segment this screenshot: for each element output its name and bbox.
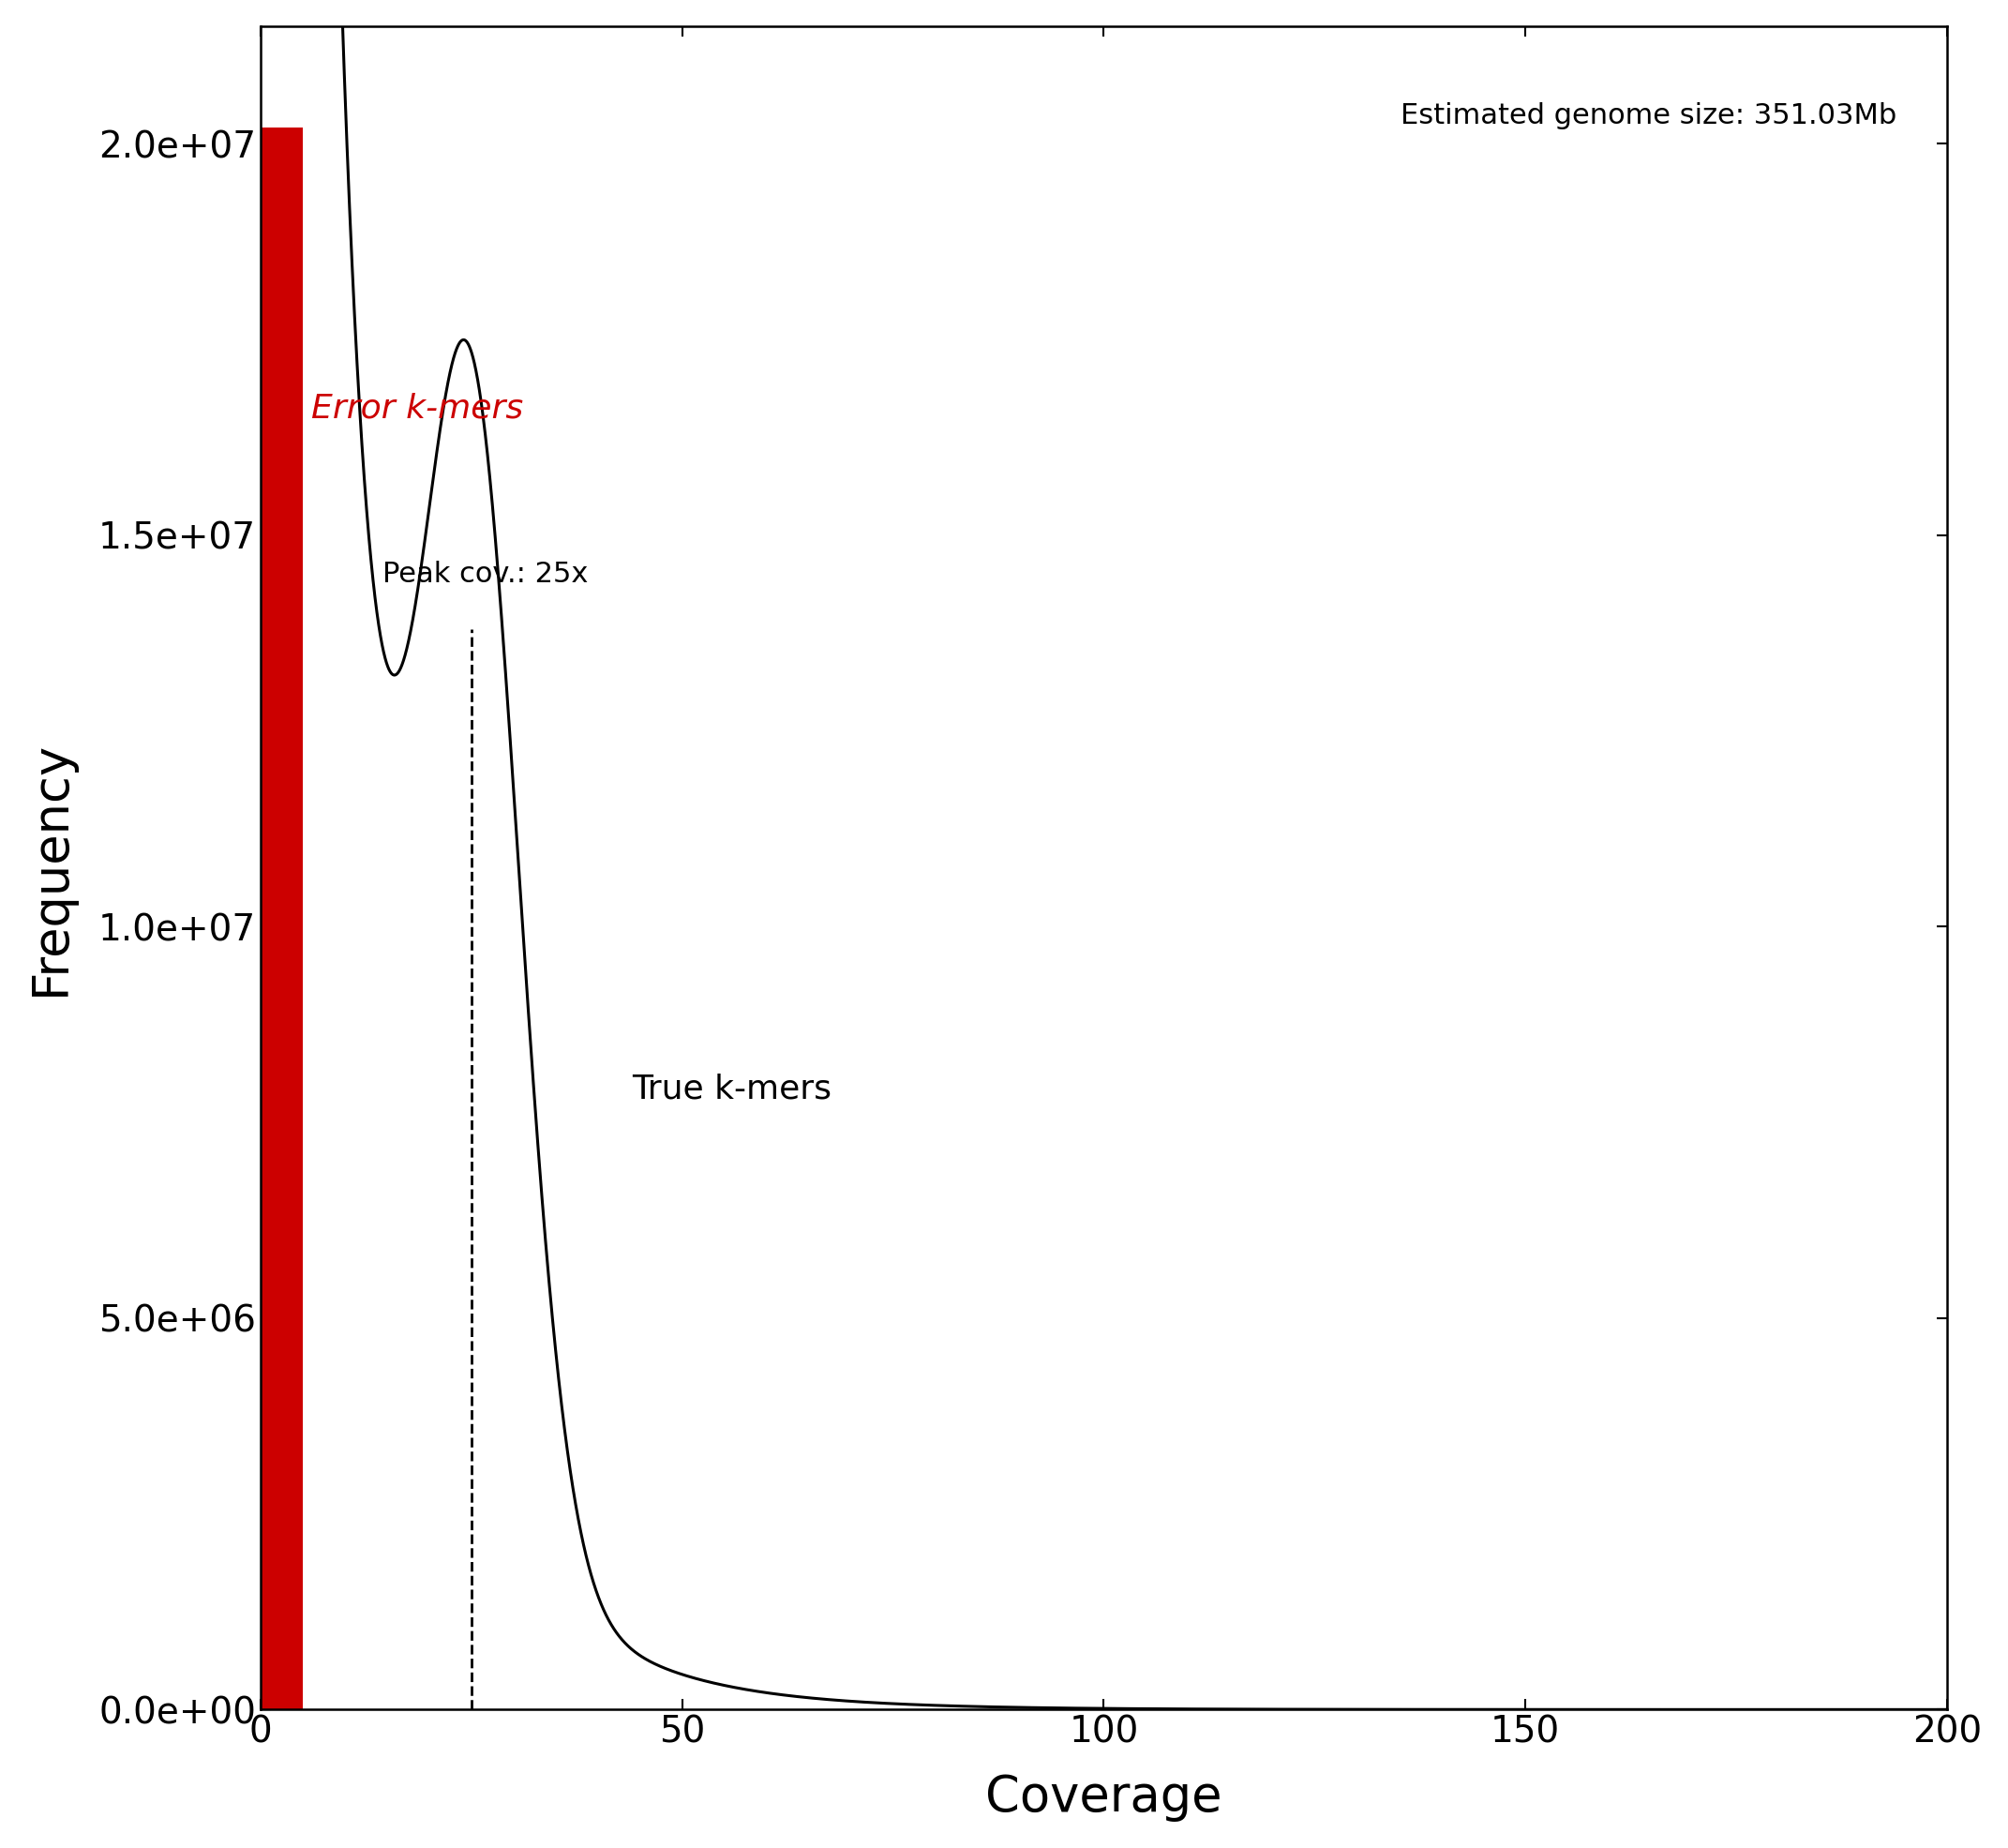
- X-axis label: Coverage: Coverage: [986, 1774, 1223, 1822]
- Text: Peak cov.: 25x: Peak cov.: 25x: [384, 560, 588, 588]
- Text: True k-mers: True k-mers: [633, 1074, 831, 1105]
- Bar: [261, 128, 303, 1709]
- Text: Error k-mers: Error k-mers: [311, 392, 524, 425]
- Y-axis label: Frequency: Frequency: [26, 741, 74, 996]
- Text: Estimated genome size: 351.03Mb: Estimated genome size: 351.03Mb: [1400, 102, 1898, 129]
